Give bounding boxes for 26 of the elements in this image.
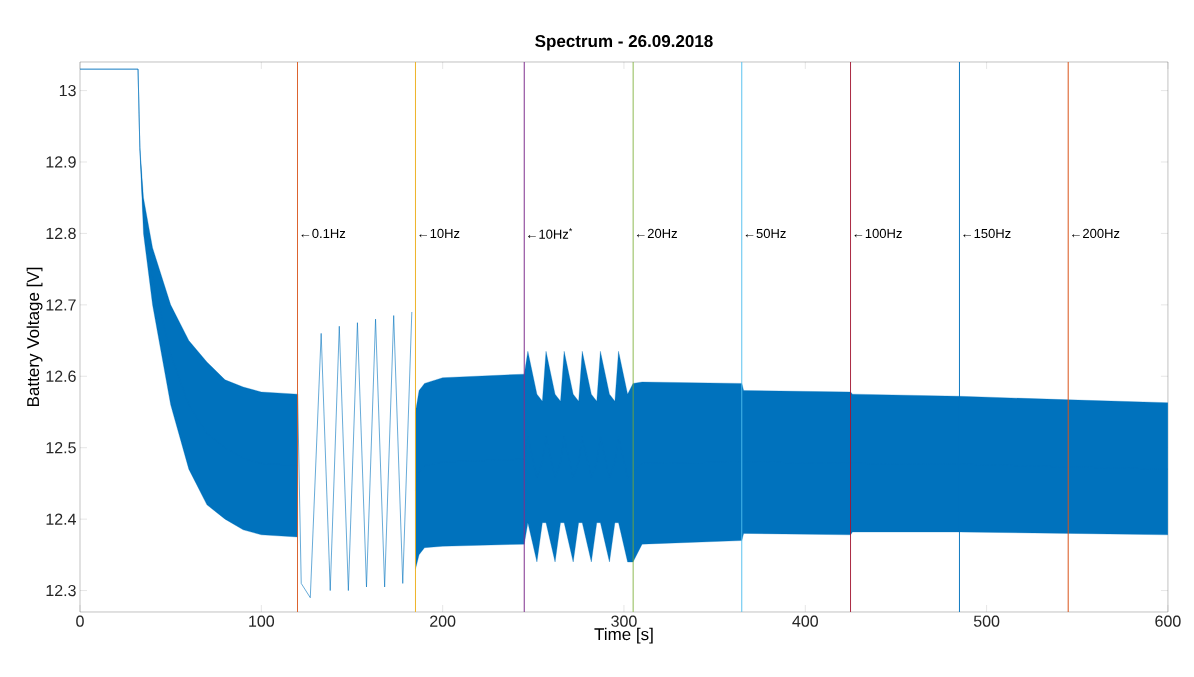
x-axis-title: Time [s] <box>594 627 653 644</box>
x-tick-label: 600 <box>1155 615 1181 627</box>
y-tick-label: 12.5 <box>46 442 76 454</box>
x-tick-label: 300 <box>611 615 637 627</box>
y-tick-label: 13 <box>59 84 76 97</box>
y-axis-title: Battery Voltage [V] <box>26 267 43 406</box>
ref-line-label: ←150Hz <box>963 228 1011 239</box>
ref-line-label: ←20Hz <box>636 228 677 239</box>
y-tick-label: 12.7 <box>46 299 76 311</box>
x-tick-label: 100 <box>249 615 275 627</box>
y-tick-label: 12.3 <box>46 584 76 597</box>
y-tick-label: 12.9 <box>46 156 76 168</box>
chart-title: Spectrum - 26.09.2018 <box>535 35 713 51</box>
ref-line-label: ←10Hz$^{*}$ <box>528 228 573 239</box>
ref-line-label: ←10Hz <box>419 228 460 239</box>
ref-line-label: ←0.1Hz <box>301 228 346 239</box>
ref-line-label: ←100Hz <box>854 228 902 239</box>
x-tick-label: 400 <box>792 615 818 627</box>
y-tick-label: 12.8 <box>46 227 76 240</box>
ref-line-label: ←200Hz <box>1072 228 1120 239</box>
y-tick-label: 12.4 <box>46 513 76 525</box>
x-tick-label: 500 <box>973 615 1000 627</box>
x-tick-label: 0 <box>76 615 84 627</box>
x-tick-label: 200 <box>430 615 456 627</box>
ref-line-label: ←50Hz <box>745 228 786 239</box>
y-tick-label: 12.6 <box>46 370 76 382</box>
